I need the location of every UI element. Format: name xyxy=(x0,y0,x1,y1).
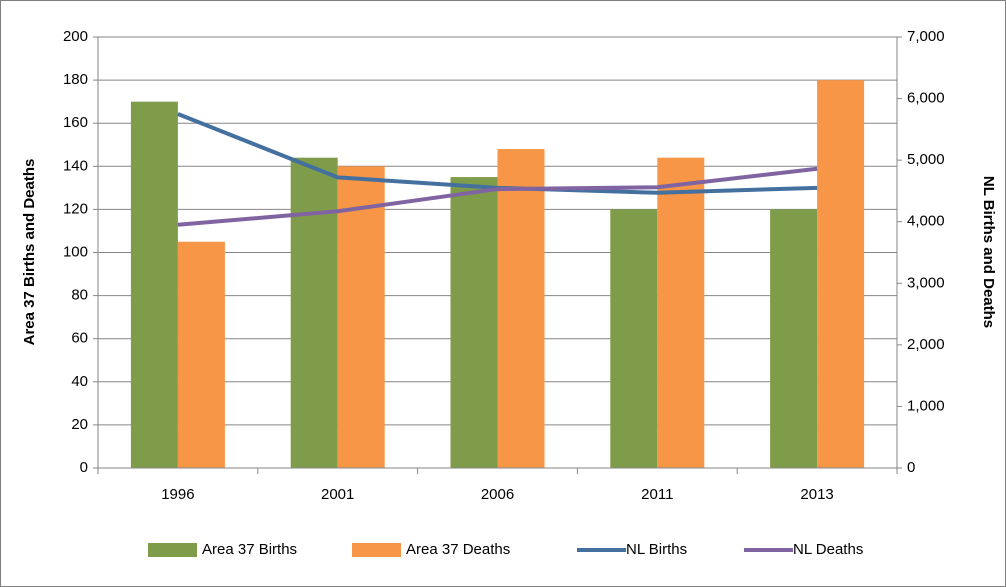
x-tick-label: 2006 xyxy=(481,486,514,503)
x-tick-label: 1996 xyxy=(161,486,194,503)
bar xyxy=(657,157,705,468)
legend-label: Area 37 Deaths xyxy=(406,541,510,558)
bar xyxy=(177,241,225,468)
legend-label: NL Births xyxy=(626,541,687,558)
y-tick-label: 40 xyxy=(71,373,88,390)
line xyxy=(177,166,818,227)
y-tick-label: 100 xyxy=(63,243,88,260)
bar xyxy=(770,209,818,468)
y2-axis-title: NL Births and Deaths xyxy=(980,176,997,328)
y-tick-label: 180 xyxy=(63,71,88,88)
y-tick-label: 120 xyxy=(63,200,88,217)
bar xyxy=(817,80,865,468)
x-tick-label: 2001 xyxy=(321,486,354,503)
y2-tick-label: 5,000 xyxy=(907,151,945,168)
y-tick-label: 60 xyxy=(71,330,88,347)
y-axis-title: Area 37 Births and Deaths xyxy=(21,159,38,346)
legend-label: Area 37 Births xyxy=(202,541,297,558)
y2-tick-label: 0 xyxy=(907,459,915,476)
bar xyxy=(290,157,338,468)
bar xyxy=(497,149,545,468)
bar xyxy=(130,101,178,469)
bar xyxy=(450,177,498,468)
y2-tick-label: 4,000 xyxy=(907,213,945,230)
legend-swatch xyxy=(148,543,197,557)
legend-label: NL Deaths xyxy=(793,541,863,558)
bar xyxy=(337,166,385,469)
y-tick-label: 140 xyxy=(63,157,88,174)
bar xyxy=(610,209,658,468)
y2-tick-label: 6,000 xyxy=(907,90,945,107)
y-tick-label: 80 xyxy=(71,287,88,304)
y-tick-label: 160 xyxy=(63,114,88,131)
y2-tick-label: 3,000 xyxy=(907,274,945,291)
legend-swatch xyxy=(352,543,401,557)
y-tick-label: 0 xyxy=(80,459,88,476)
x-tick-label: 2013 xyxy=(800,486,833,503)
y-tick-label: 200 xyxy=(63,28,88,45)
y2-tick-label: 2,000 xyxy=(907,336,945,353)
y-tick-label: 20 xyxy=(71,416,88,433)
x-tick-label: 2011 xyxy=(641,486,673,503)
y2-tick-label: 1,000 xyxy=(907,397,945,414)
y2-tick-label: 7,000 xyxy=(907,28,945,45)
